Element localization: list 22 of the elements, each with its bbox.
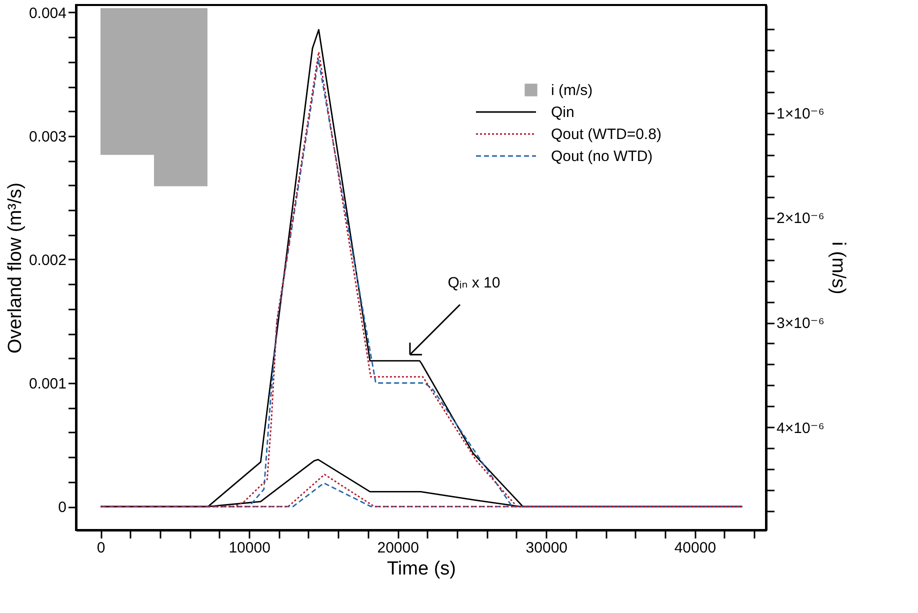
y2-tick-label: 2×10⁻⁶ [776,210,824,228]
y-tick-label: 0.003 [28,128,66,146]
legend-label: Qout (WTD=0.8) [551,126,662,143]
x-tick-label: 40000 [674,540,716,556]
x-tick-label: 10000 [228,540,270,556]
annotation: Qᵢₙ x 10 [448,274,500,292]
legend-label: Qin [551,104,574,121]
x-tick-label: 20000 [377,540,419,556]
x-tick-label: 0 [96,540,106,556]
y-tick-label: 0 [58,499,66,516]
x-axis-title: Time (s) [387,558,456,580]
y-axis-title: Overland flow (m³/s) [4,182,26,354]
legend-label: Qout (no WTD) [551,148,653,165]
y-tick-label: 0.002 [28,252,66,269]
legend-label: i (m/s) [551,82,593,99]
y-tick-label: 0.004 [28,4,66,22]
y2-tick-label: 1×10⁻⁶ [776,105,824,122]
y2-tick-label: 3×10⁻⁶ [776,315,824,332]
y2-axis-title: i (m/s) [827,242,848,294]
y2-tick-label: 4×10⁻⁶ [776,420,824,437]
x-tick-label: 30000 [526,540,568,556]
y-tick-label: 0.001 [28,376,66,392]
